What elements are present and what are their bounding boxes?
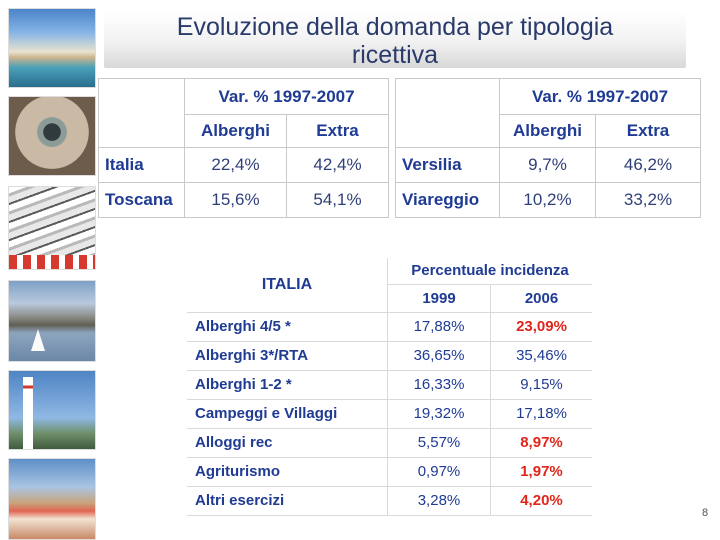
- table-row: Agriturismo 0,97% 1,97%: [187, 457, 592, 487]
- cell-extra: 46,2%: [595, 147, 701, 183]
- cell-1999: 16,33%: [387, 370, 491, 400]
- row-label: Italia: [98, 147, 185, 183]
- cell-extra: 33,2%: [595, 182, 701, 218]
- row-label: Agriturismo: [187, 457, 388, 487]
- cell-1999: 3,28%: [387, 486, 491, 516]
- col-alberghi: Alberghi: [499, 114, 596, 148]
- lighthouse-photo: [8, 370, 96, 450]
- cell-alberghi: 9,7%: [499, 147, 596, 183]
- cell-2006: 9,15%: [490, 370, 592, 400]
- table-row: Versilia 9,7% 46,2%: [395, 147, 701, 183]
- table-row: Alloggi rec 5,57% 8,97%: [187, 428, 592, 458]
- table-row: Alberghi 3*/RTA 36,65% 35,46%: [187, 341, 592, 371]
- flags-beach-photo: [8, 458, 96, 540]
- cell-extra: 54,1%: [286, 182, 389, 218]
- row-label: Campeggi e Villaggi: [187, 399, 388, 429]
- cell-alberghi: 15,6%: [184, 182, 287, 218]
- row-label: Alloggi rec: [187, 428, 388, 458]
- cell-2006: 1,97%: [490, 457, 592, 487]
- table-italia-toscana: Var. % 1997-2007 Alberghi Extra Italia 2…: [98, 78, 389, 218]
- cell-2006: 35,46%: [490, 341, 592, 371]
- table-row: Alberghi 1-2 * 16,33% 9,15%: [187, 370, 592, 400]
- row-label: Viareggio: [395, 182, 500, 218]
- cell-1999: 17,88%: [387, 312, 491, 342]
- slide-title-line-2: ricettiva: [351, 41, 439, 69]
- row-label: Altri esercizi: [187, 486, 388, 516]
- col-2006: 2006: [490, 284, 592, 313]
- title-banner: Evoluzione della domanda per tipologia r…: [104, 12, 686, 68]
- photo-strip: [8, 8, 96, 540]
- row-label: Toscana: [98, 182, 185, 218]
- cell-2006: 23,09%: [490, 312, 592, 342]
- row-label: Alberghi 3*/RTA: [187, 341, 388, 371]
- table-row: Alberghi 4/5 * 17,88% 23,09%: [187, 312, 592, 342]
- table-versilia-viareggio: Var. % 1997-2007 Alberghi Extra Versilia…: [395, 78, 701, 218]
- table-corner: [395, 78, 500, 148]
- region-label: ITALIA: [187, 258, 388, 313]
- table-incidenza-italia: ITALIA Percentuale incidenza 1999 2006 A…: [187, 258, 592, 516]
- row-label: Versilia: [395, 147, 500, 183]
- row-label: Alberghi 4/5 *: [187, 312, 388, 342]
- cell-2006: 17,18%: [490, 399, 592, 429]
- cell-alberghi: 22,4%: [184, 147, 287, 183]
- beach-photo: [8, 8, 96, 88]
- cell-2006: 8,97%: [490, 428, 592, 458]
- mountains-sailboat-photo: [8, 280, 96, 362]
- table-row: Campeggi e Villaggi 19,32% 17,18%: [187, 399, 592, 429]
- col-alberghi: Alberghi: [184, 114, 287, 148]
- table-corner: [98, 78, 185, 148]
- cell-alberghi: 10,2%: [499, 182, 596, 218]
- cell-1999: 36,65%: [387, 341, 491, 371]
- building-photo: [8, 96, 96, 176]
- table-row: Toscana 15,6% 54,1%: [98, 182, 389, 218]
- table-row: Altri esercizi 3,28% 4,20%: [187, 486, 592, 516]
- cell-1999: 19,32%: [387, 399, 491, 429]
- col-extra: Extra: [286, 114, 389, 148]
- table-header-var: Var. % 1997-2007: [184, 78, 389, 115]
- cell-extra: 42,4%: [286, 147, 389, 183]
- table-header-incidenza: Percentuale incidenza: [387, 258, 592, 285]
- umbrellas-photo: [8, 186, 96, 270]
- cell-2006: 4,20%: [490, 486, 592, 516]
- row-label: Alberghi 1-2 *: [187, 370, 388, 400]
- slide-title-line-1: Evoluzione della domanda per tipologia: [176, 13, 614, 41]
- table-row: Viareggio 10,2% 33,2%: [395, 182, 701, 218]
- table-row: Italia 22,4% 42,4%: [98, 147, 389, 183]
- col-extra: Extra: [595, 114, 701, 148]
- cell-1999: 0,97%: [387, 457, 491, 487]
- table-header-var: Var. % 1997-2007: [499, 78, 701, 115]
- cell-1999: 5,57%: [387, 428, 491, 458]
- page-number: 8: [702, 507, 709, 519]
- col-1999: 1999: [387, 284, 491, 313]
